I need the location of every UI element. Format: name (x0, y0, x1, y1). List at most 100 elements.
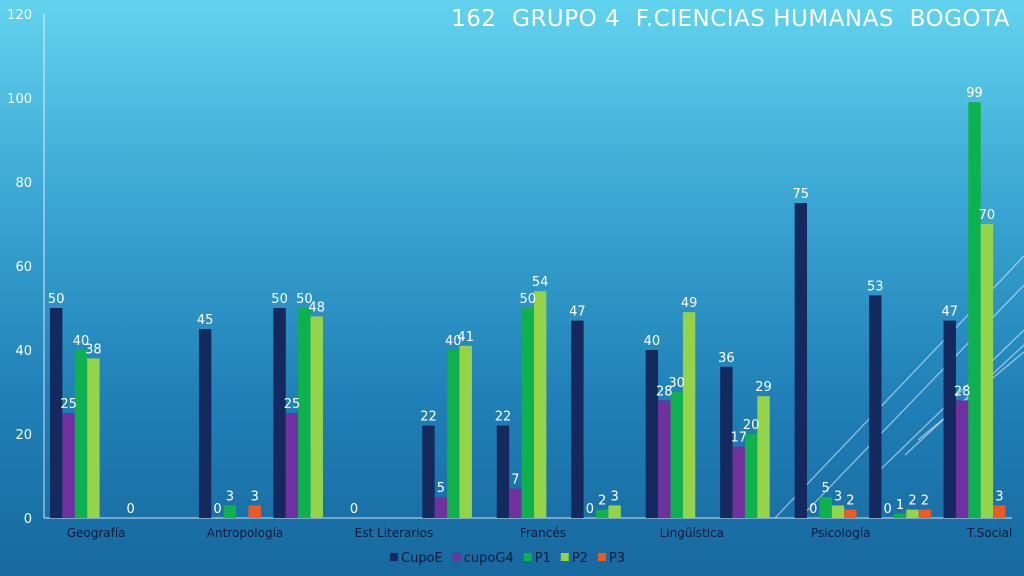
data-label: 22 (495, 410, 512, 425)
data-label: 45 (197, 313, 214, 328)
bar-P1 (744, 434, 758, 518)
data-label: 3 (251, 489, 259, 504)
bar-P2 (906, 509, 919, 518)
bar-P2 (608, 505, 621, 518)
data-label: 5 (437, 481, 445, 496)
data-label: 49 (681, 296, 698, 311)
legend-swatch (452, 553, 461, 561)
data-label: 22 (420, 410, 437, 425)
data-label: 40 (73, 334, 90, 349)
bar-P2 (87, 358, 100, 518)
data-label: 0 (884, 502, 892, 517)
data-label: 75 (793, 187, 810, 202)
bar-P3 (844, 509, 857, 518)
bar-cupoG4 (509, 488, 522, 518)
y-tick-label: 120 (7, 8, 32, 23)
data-label: 3 (834, 489, 842, 504)
data-label: 53 (867, 279, 884, 294)
data-label: 3 (610, 489, 618, 504)
data-label: 2 (598, 494, 606, 509)
data-label: 1 (896, 498, 904, 513)
data-label: 25 (60, 397, 77, 412)
bar-P2 (831, 505, 845, 518)
bar-CupoE (720, 366, 733, 518)
legend-label: P1 (535, 551, 551, 566)
category-label: T.Social (966, 526, 1012, 540)
bar-cupoG4 (732, 446, 745, 518)
bar-P1 (670, 392, 683, 518)
data-label: 0 (350, 502, 358, 517)
data-label: 50 (519, 292, 536, 307)
bar-P2 (533, 291, 547, 518)
legend-swatch (523, 553, 532, 561)
legend-swatch (597, 553, 606, 561)
y-tick-label: 40 (15, 344, 32, 359)
bar-P2 (310, 316, 323, 518)
chart-title: 162 GRUPO 4 F.CIENCIAS HUMANAS BOGOTA (451, 6, 1010, 32)
data-label: 3 (995, 489, 1003, 504)
data-label: 41 (457, 330, 474, 345)
data-label: 2 (846, 494, 854, 509)
data-label: 50 (296, 292, 313, 307)
data-label: 17 (730, 431, 747, 446)
bar-P3 (993, 505, 1006, 518)
legend-swatch (390, 553, 398, 561)
bar-P1 (596, 509, 609, 518)
data-label: 29 (755, 380, 772, 395)
y-tick-label: 0 (24, 512, 32, 527)
legend-label: P2 (572, 551, 588, 566)
bar-P1 (893, 513, 907, 518)
category-label: Geografía (67, 526, 126, 540)
bar-P2 (682, 312, 696, 518)
bar-CupoE (198, 329, 212, 518)
data-label: 25 (284, 397, 301, 412)
bar-cupoG4 (285, 413, 299, 518)
data-label: 0 (213, 502, 221, 517)
data-label: 2 (921, 494, 929, 509)
bar-CupoE (496, 425, 510, 518)
bar-CupoE (645, 350, 659, 518)
bar-cupoG4 (955, 400, 969, 518)
data-label: 54 (532, 275, 549, 290)
bar-CupoE (273, 308, 286, 518)
bar-P1 (447, 350, 460, 518)
data-label: 70 (979, 208, 996, 223)
bar-CupoE (794, 203, 808, 518)
data-label: 20 (743, 418, 760, 433)
bar-P2 (757, 396, 770, 518)
bar-CupoE (422, 425, 435, 518)
data-label: 40 (644, 334, 661, 349)
data-label: 40 (445, 334, 462, 349)
bar-P3 (248, 505, 261, 518)
data-label: 7 (511, 473, 519, 488)
y-tick-label: 20 (15, 428, 32, 443)
legend: CupoE cupoG4 P1 P2 P3 (390, 551, 625, 566)
data-label: 0 (586, 502, 594, 517)
y-tick-label: 60 (15, 260, 32, 275)
bar-CupoE (50, 308, 63, 518)
data-label: 30 (668, 376, 685, 391)
bar-CupoE (869, 295, 882, 518)
bar-P1 (819, 497, 832, 518)
data-label: 48 (309, 300, 326, 315)
data-label: 0 (127, 502, 135, 517)
legend-label: CupoE (401, 551, 443, 566)
category-label: Lingüística (660, 526, 724, 540)
y-tick-label: 80 (15, 176, 32, 191)
legend-swatch (560, 553, 569, 561)
data-label: 47 (941, 305, 958, 320)
bars (50, 102, 1006, 518)
data-label: 50 (271, 292, 288, 307)
legend-label: cupoG4 (464, 551, 514, 566)
bar-P3 (918, 509, 932, 518)
bar-P1 (74, 350, 88, 518)
category-label: Francés (520, 526, 566, 540)
bar-P1 (968, 102, 981, 518)
data-label: 0 (809, 502, 817, 517)
category-label: Psicología (811, 526, 871, 540)
category-label: Antropología (207, 526, 283, 540)
bar-cupoG4 (434, 497, 448, 518)
bar-CupoE (943, 320, 956, 518)
